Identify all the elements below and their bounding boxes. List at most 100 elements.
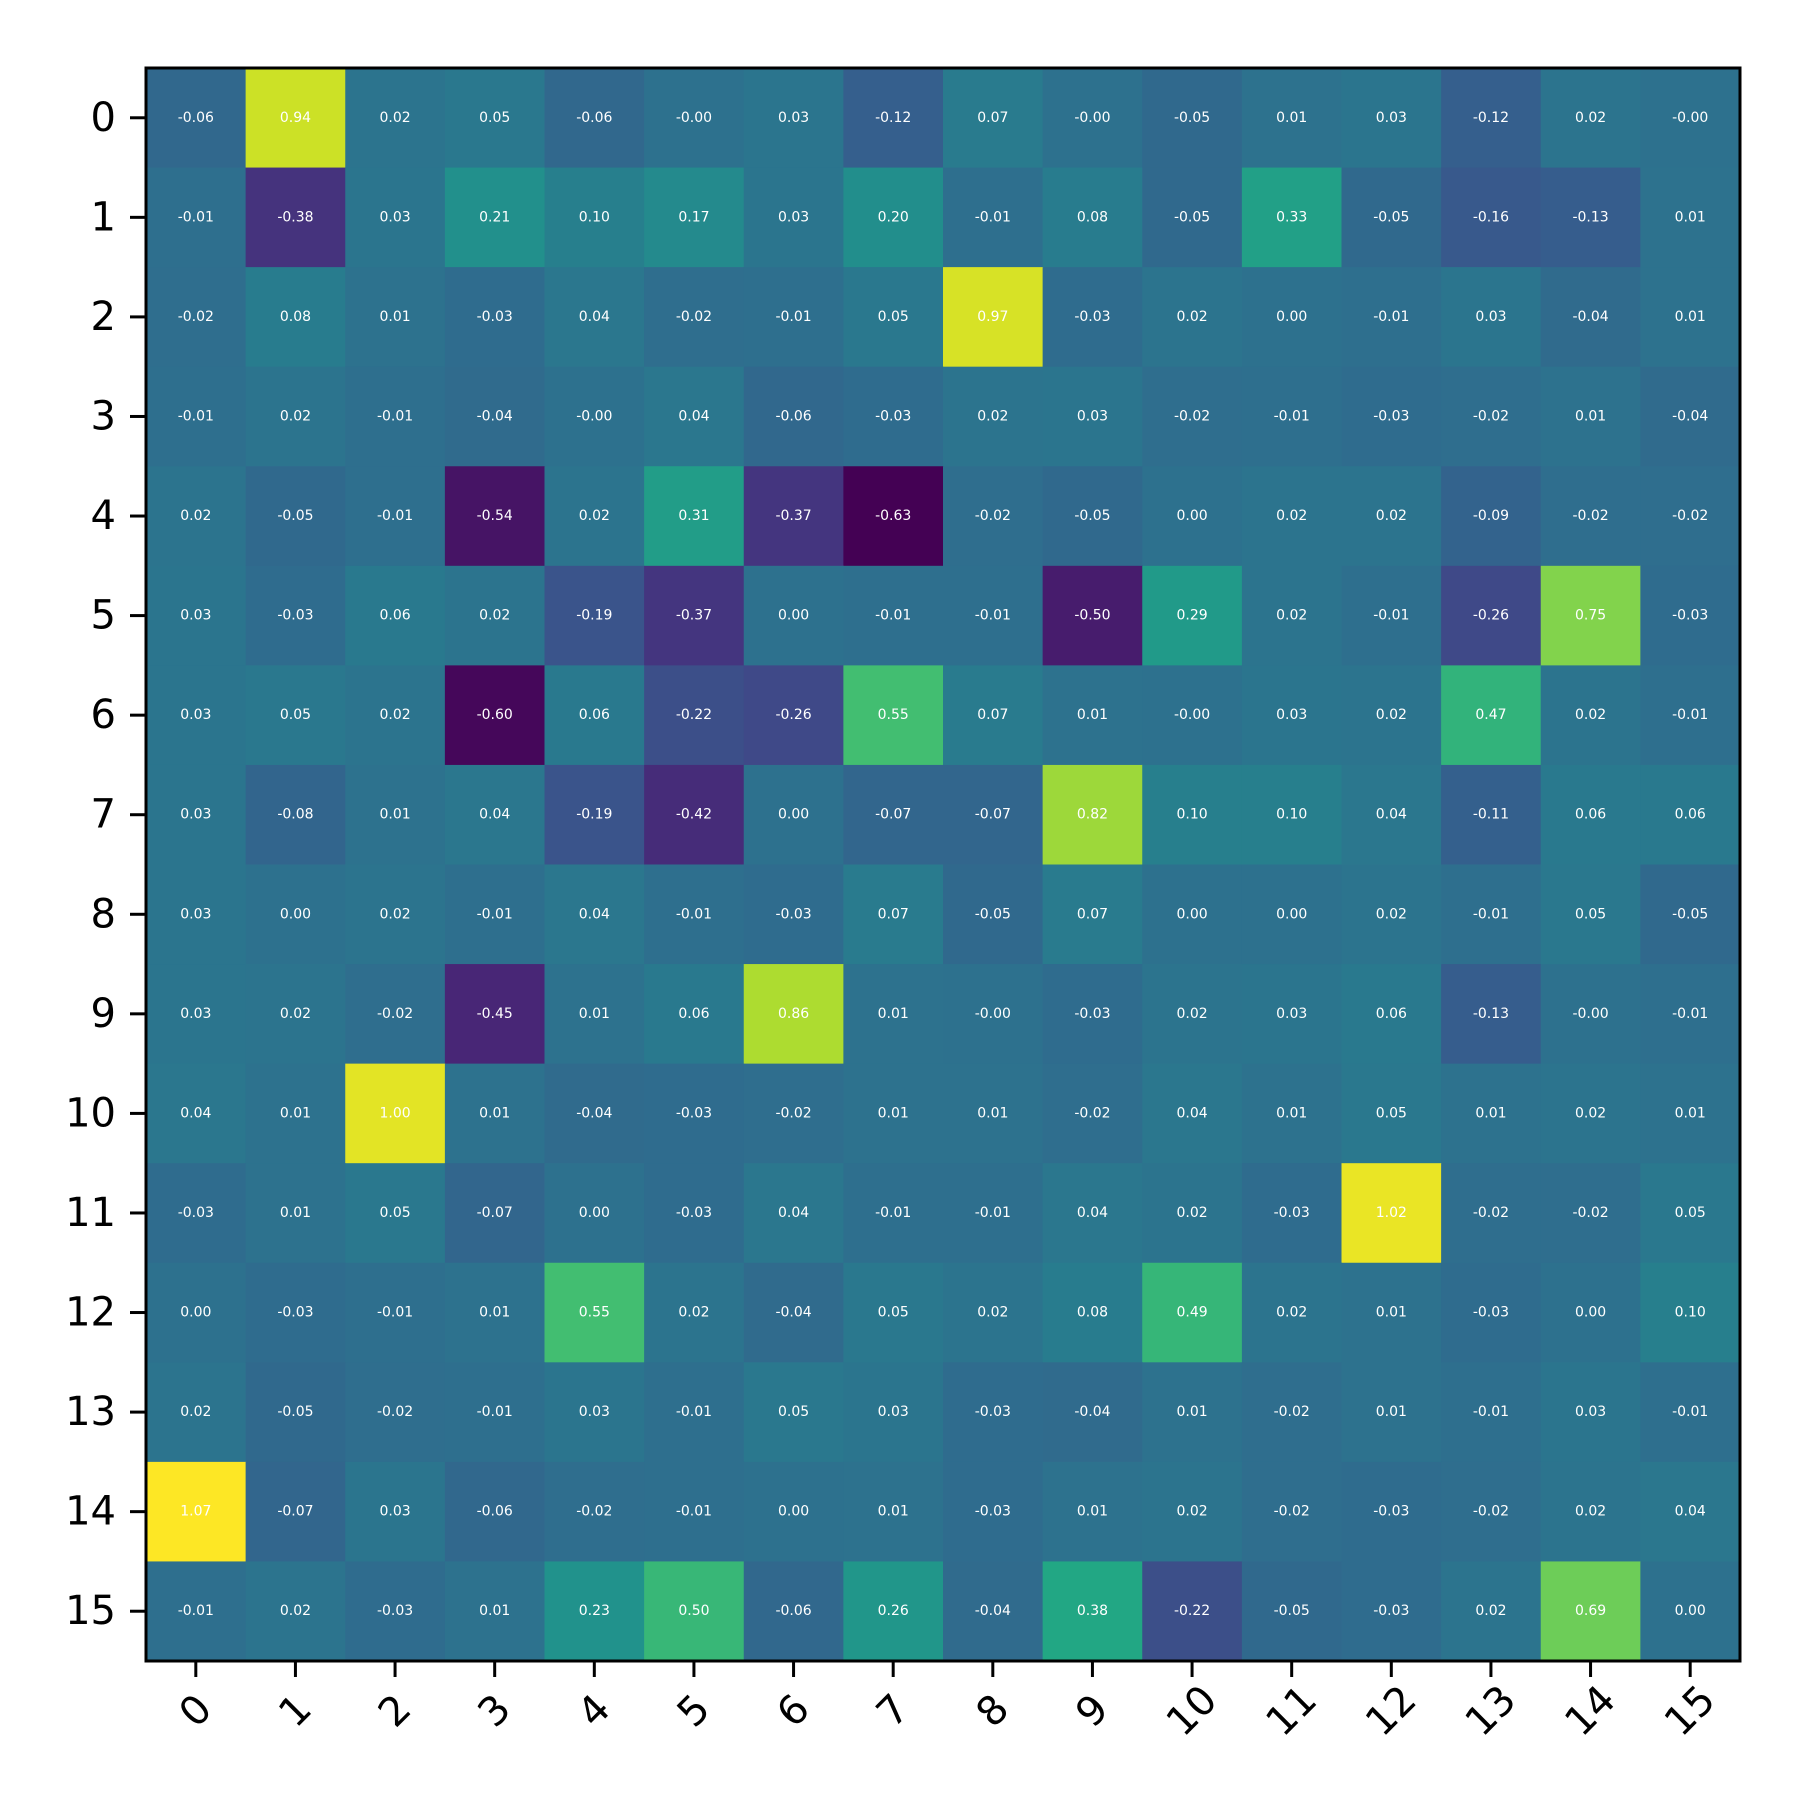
x-tick-label: 0	[171, 1686, 222, 1737]
heatmap-cell	[1241, 964, 1343, 1065]
heatmap-cell	[1042, 964, 1143, 1065]
heatmap-cell	[743, 466, 844, 567]
heatmap-cell	[444, 565, 546, 666]
heatmap-cell	[843, 864, 944, 965]
cell-value-label: -0.01	[875, 1205, 911, 1221]
heatmap-cell	[345, 964, 446, 1065]
heatmap-cell	[1341, 1362, 1442, 1463]
cell-value-label: -0.00	[1074, 110, 1110, 126]
cell-value-label: -0.37	[676, 608, 712, 624]
heatmap-cell	[345, 864, 446, 965]
heatmap-cell	[943, 466, 1044, 567]
cell-value-label: 0.50	[678, 1603, 709, 1619]
x-tick-label: 8	[968, 1686, 1019, 1737]
heatmap-cell	[1042, 1362, 1143, 1463]
cell-value-label: -0.08	[277, 807, 313, 823]
cell-value-label: -0.26	[775, 707, 811, 723]
cell-value-label: 0.86	[778, 1006, 809, 1022]
cell-value-label: -0.05	[277, 1404, 313, 1420]
heatmap-cell	[544, 565, 645, 666]
cell-value-label: 0.00	[1575, 1305, 1606, 1321]
cell-value-label: 0.05	[1376, 1105, 1407, 1121]
cell-value-label: 0.00	[180, 1305, 211, 1321]
x-tick-label: 3	[469, 1686, 520, 1737]
x-tick-label: 5	[669, 1686, 720, 1737]
heatmap-cell	[644, 1561, 745, 1662]
heatmap-cell	[245, 167, 346, 268]
cell-value-label: 0.05	[280, 707, 311, 723]
y-tick-label: 14	[65, 1489, 116, 1535]
heatmap-cell	[1142, 1362, 1243, 1463]
cell-value-label: -0.01	[1672, 1404, 1708, 1420]
cell-value-label: 0.00	[778, 1504, 809, 1520]
cell-value-label: -0.01	[178, 1603, 214, 1619]
heatmap-cell	[1441, 1262, 1542, 1363]
x-tick-label: 12	[1357, 1677, 1426, 1746]
cell-value-label: 0.00	[579, 1205, 610, 1221]
heatmap-cell	[444, 1362, 546, 1463]
cell-value-label: 0.03	[1376, 110, 1407, 126]
cell-value-label: -0.02	[576, 1504, 612, 1520]
heatmap-cell	[544, 964, 645, 1065]
cell-value-label: 0.01	[1077, 1504, 1108, 1520]
heatmap-cell	[743, 1063, 844, 1164]
cell-value-label: 0.01	[579, 1006, 610, 1022]
cell-value-label: 0.01	[1077, 707, 1108, 723]
cell-value-label: -0.00	[676, 110, 712, 126]
cell-value-label: 0.03	[180, 906, 211, 922]
cell-value-label: 0.03	[878, 1404, 909, 1420]
cell-value-label: 0.49	[1176, 1305, 1207, 1321]
heatmap-cell	[1042, 1561, 1143, 1662]
cell-value-label: -0.05	[1074, 508, 1110, 524]
cell-value-label: 0.55	[878, 707, 909, 723]
cell-value-label: 0.06	[678, 1006, 709, 1022]
heatmap-cell	[1540, 1362, 1641, 1463]
heatmap-cell	[1640, 764, 1741, 866]
heatmap-cell	[644, 964, 745, 1065]
heatmap-cell	[1640, 167, 1741, 268]
heatmap-cell	[743, 565, 844, 666]
cell-value-label: 0.00	[778, 807, 809, 823]
heatmap-cell	[1441, 1063, 1542, 1164]
heatmap-cell	[843, 764, 944, 866]
heatmap-cell	[146, 167, 247, 268]
cell-value-label: 0.04	[579, 906, 610, 922]
heatmap-cell	[1341, 964, 1442, 1065]
cell-value-label: -0.01	[377, 1305, 413, 1321]
cell-value-label: 0.02	[280, 1006, 311, 1022]
cell-value-label: 0.01	[1176, 1404, 1207, 1420]
heatmap-cell	[1441, 1362, 1542, 1463]
cell-value-label: 0.02	[1575, 707, 1606, 723]
heatmap-cell	[1540, 267, 1641, 368]
cell-value-label: 0.01	[1675, 209, 1706, 225]
heatmap-cell	[245, 1063, 346, 1164]
heatmap-cell	[743, 366, 844, 467]
cell-value-label: 0.00	[280, 906, 311, 922]
heatmap-cell	[1142, 764, 1243, 866]
heatmap-cell	[345, 1163, 446, 1264]
heatmap-cell	[1341, 267, 1442, 368]
heatmap-cell	[1540, 565, 1641, 666]
cell-value-label: -0.04	[477, 408, 513, 424]
heatmap-cell	[1540, 167, 1641, 268]
heatmap-cell	[644, 764, 745, 866]
heatmap-cell	[1640, 1063, 1741, 1164]
cell-value-label: -0.01	[377, 408, 413, 424]
heatmap-cell	[345, 1461, 446, 1563]
heatmap-cell	[1540, 764, 1641, 866]
cell-value-label: -0.07	[875, 807, 911, 823]
cell-value-label: 0.00	[1276, 906, 1307, 922]
cell-value-label: -0.01	[975, 1205, 1011, 1221]
heatmap-cell	[1540, 1461, 1641, 1563]
heatmap-cell	[1441, 864, 1542, 965]
heatmap-cell	[1142, 665, 1243, 766]
heatmap-cell	[345, 1561, 446, 1662]
x-tick-label: 6	[768, 1686, 819, 1737]
heatmap-cell	[1441, 565, 1542, 666]
cell-value-label: 0.31	[678, 508, 709, 524]
cell-value-label: -0.01	[775, 309, 811, 325]
cell-value-label: -0.05	[1373, 209, 1409, 225]
heatmap-cell	[245, 366, 346, 467]
cell-value-label: -0.01	[676, 1504, 712, 1520]
cell-value-label: 0.02	[1176, 309, 1207, 325]
